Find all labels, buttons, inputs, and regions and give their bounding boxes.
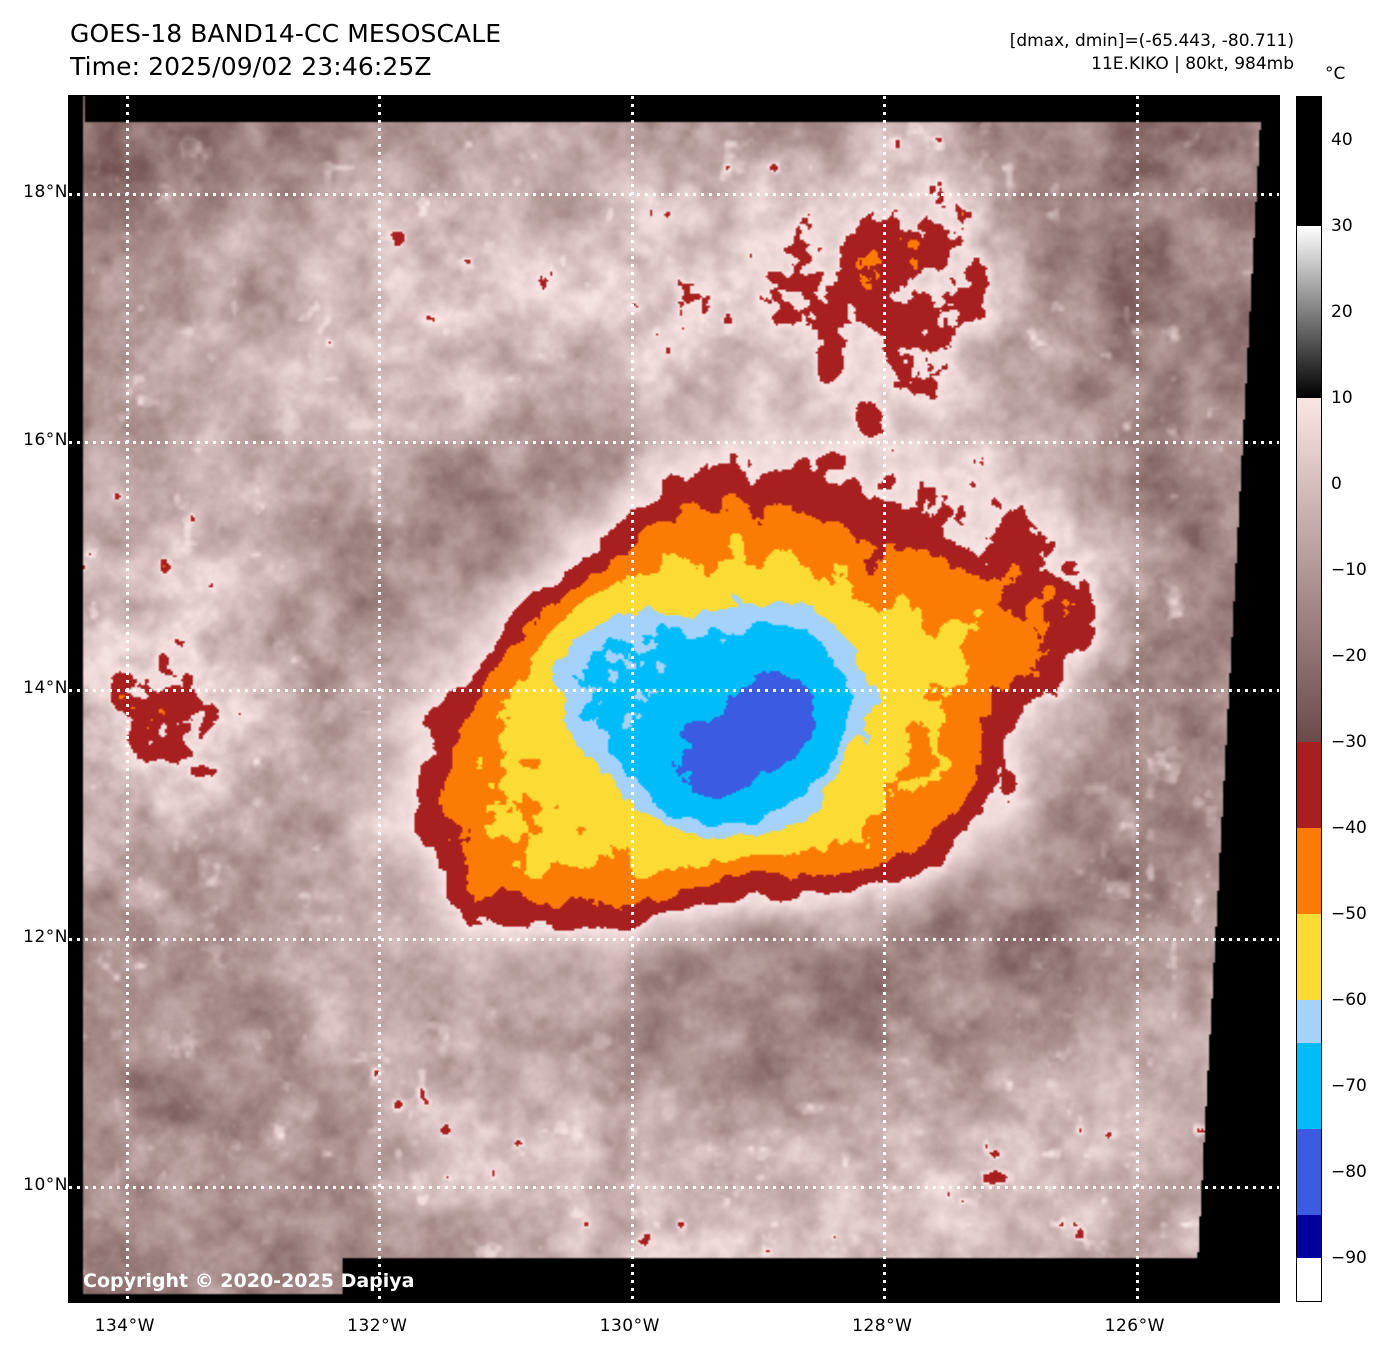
satellite-imagery — [69, 96, 1279, 1302]
colorbar-tick-label: −70 — [1331, 1076, 1367, 1096]
copyright-label: Copyright © 2020-2025 Dapiya — [83, 1270, 415, 1292]
lon-tick-label: 132°W — [347, 1316, 408, 1336]
lat-tick-label: 18°N — [23, 181, 68, 202]
colorbar-segment — [1297, 1043, 1321, 1129]
data-range-label: [dmax, dmin]=(-65.443, -80.711) — [1009, 31, 1294, 51]
colorbar-tick-label: −80 — [1331, 1162, 1367, 1182]
colorbar-tick-label: −90 — [1331, 1248, 1367, 1268]
colorbar-segment — [1297, 742, 1321, 828]
colorbar-segment — [1297, 914, 1321, 1000]
colorbar-tick-label: −60 — [1331, 990, 1367, 1010]
colorbar-segment — [1297, 1000, 1321, 1043]
colorbar-segment — [1297, 398, 1321, 742]
timestamp-label: Time: 2025/09/02 23:46:25Z — [70, 51, 432, 81]
colorbar-segment — [1297, 226, 1321, 398]
colorbar-segment — [1297, 1258, 1321, 1301]
lat-tick-label: 16°N — [23, 430, 68, 451]
lon-tick-label: 128°W — [852, 1316, 913, 1336]
title-block: GOES-18 BAND14-CC MESOSCALE Time: 2025/0… — [70, 18, 501, 83]
colorbar-tick-label: 40 — [1331, 130, 1353, 150]
lon-tick-label: 126°W — [1104, 1316, 1165, 1336]
colorbar-tick-label: −40 — [1331, 818, 1367, 838]
lat-tick-label: 14°N — [23, 678, 68, 699]
colorbar-tick-label: 0 — [1331, 474, 1342, 494]
colorbar-tick-label: 10 — [1331, 388, 1353, 408]
colorbar-unit-label: °C — [1325, 64, 1346, 84]
colorbar-tick-label: −20 — [1331, 646, 1367, 666]
colorbar-tick-label: −50 — [1331, 904, 1367, 924]
storm-info-label: 11E.KIKO | 80kt, 984mb — [1091, 54, 1294, 75]
lat-tick-label: 12°N — [23, 926, 68, 947]
metadata-block: [dmax, dmin]=(-65.443, -80.711) 11E.KIKO… — [1010, 30, 1294, 77]
colorbar[interactable] — [1296, 96, 1322, 1302]
lon-tick-label: 130°W — [599, 1316, 660, 1336]
satellite-image-panel[interactable]: Copyright © 2020-2025 Dapiya — [68, 95, 1280, 1303]
colorbar-tick-label: −30 — [1331, 732, 1367, 752]
colorbar-tick-label: −10 — [1331, 560, 1367, 580]
colorbar-tick-label: 20 — [1331, 302, 1353, 322]
lon-tick-label: 134°W — [94, 1316, 155, 1336]
lat-tick-label: 10°N — [23, 1175, 68, 1196]
colorbar-segment — [1297, 828, 1321, 914]
colorbar-segment — [1297, 1215, 1321, 1258]
page-title: GOES-18 BAND14-CC MESOSCALE — [70, 19, 502, 48]
colorbar-segment — [1297, 97, 1321, 226]
colorbar-tick-label: 30 — [1331, 216, 1353, 236]
colorbar-segment — [1297, 1129, 1321, 1215]
